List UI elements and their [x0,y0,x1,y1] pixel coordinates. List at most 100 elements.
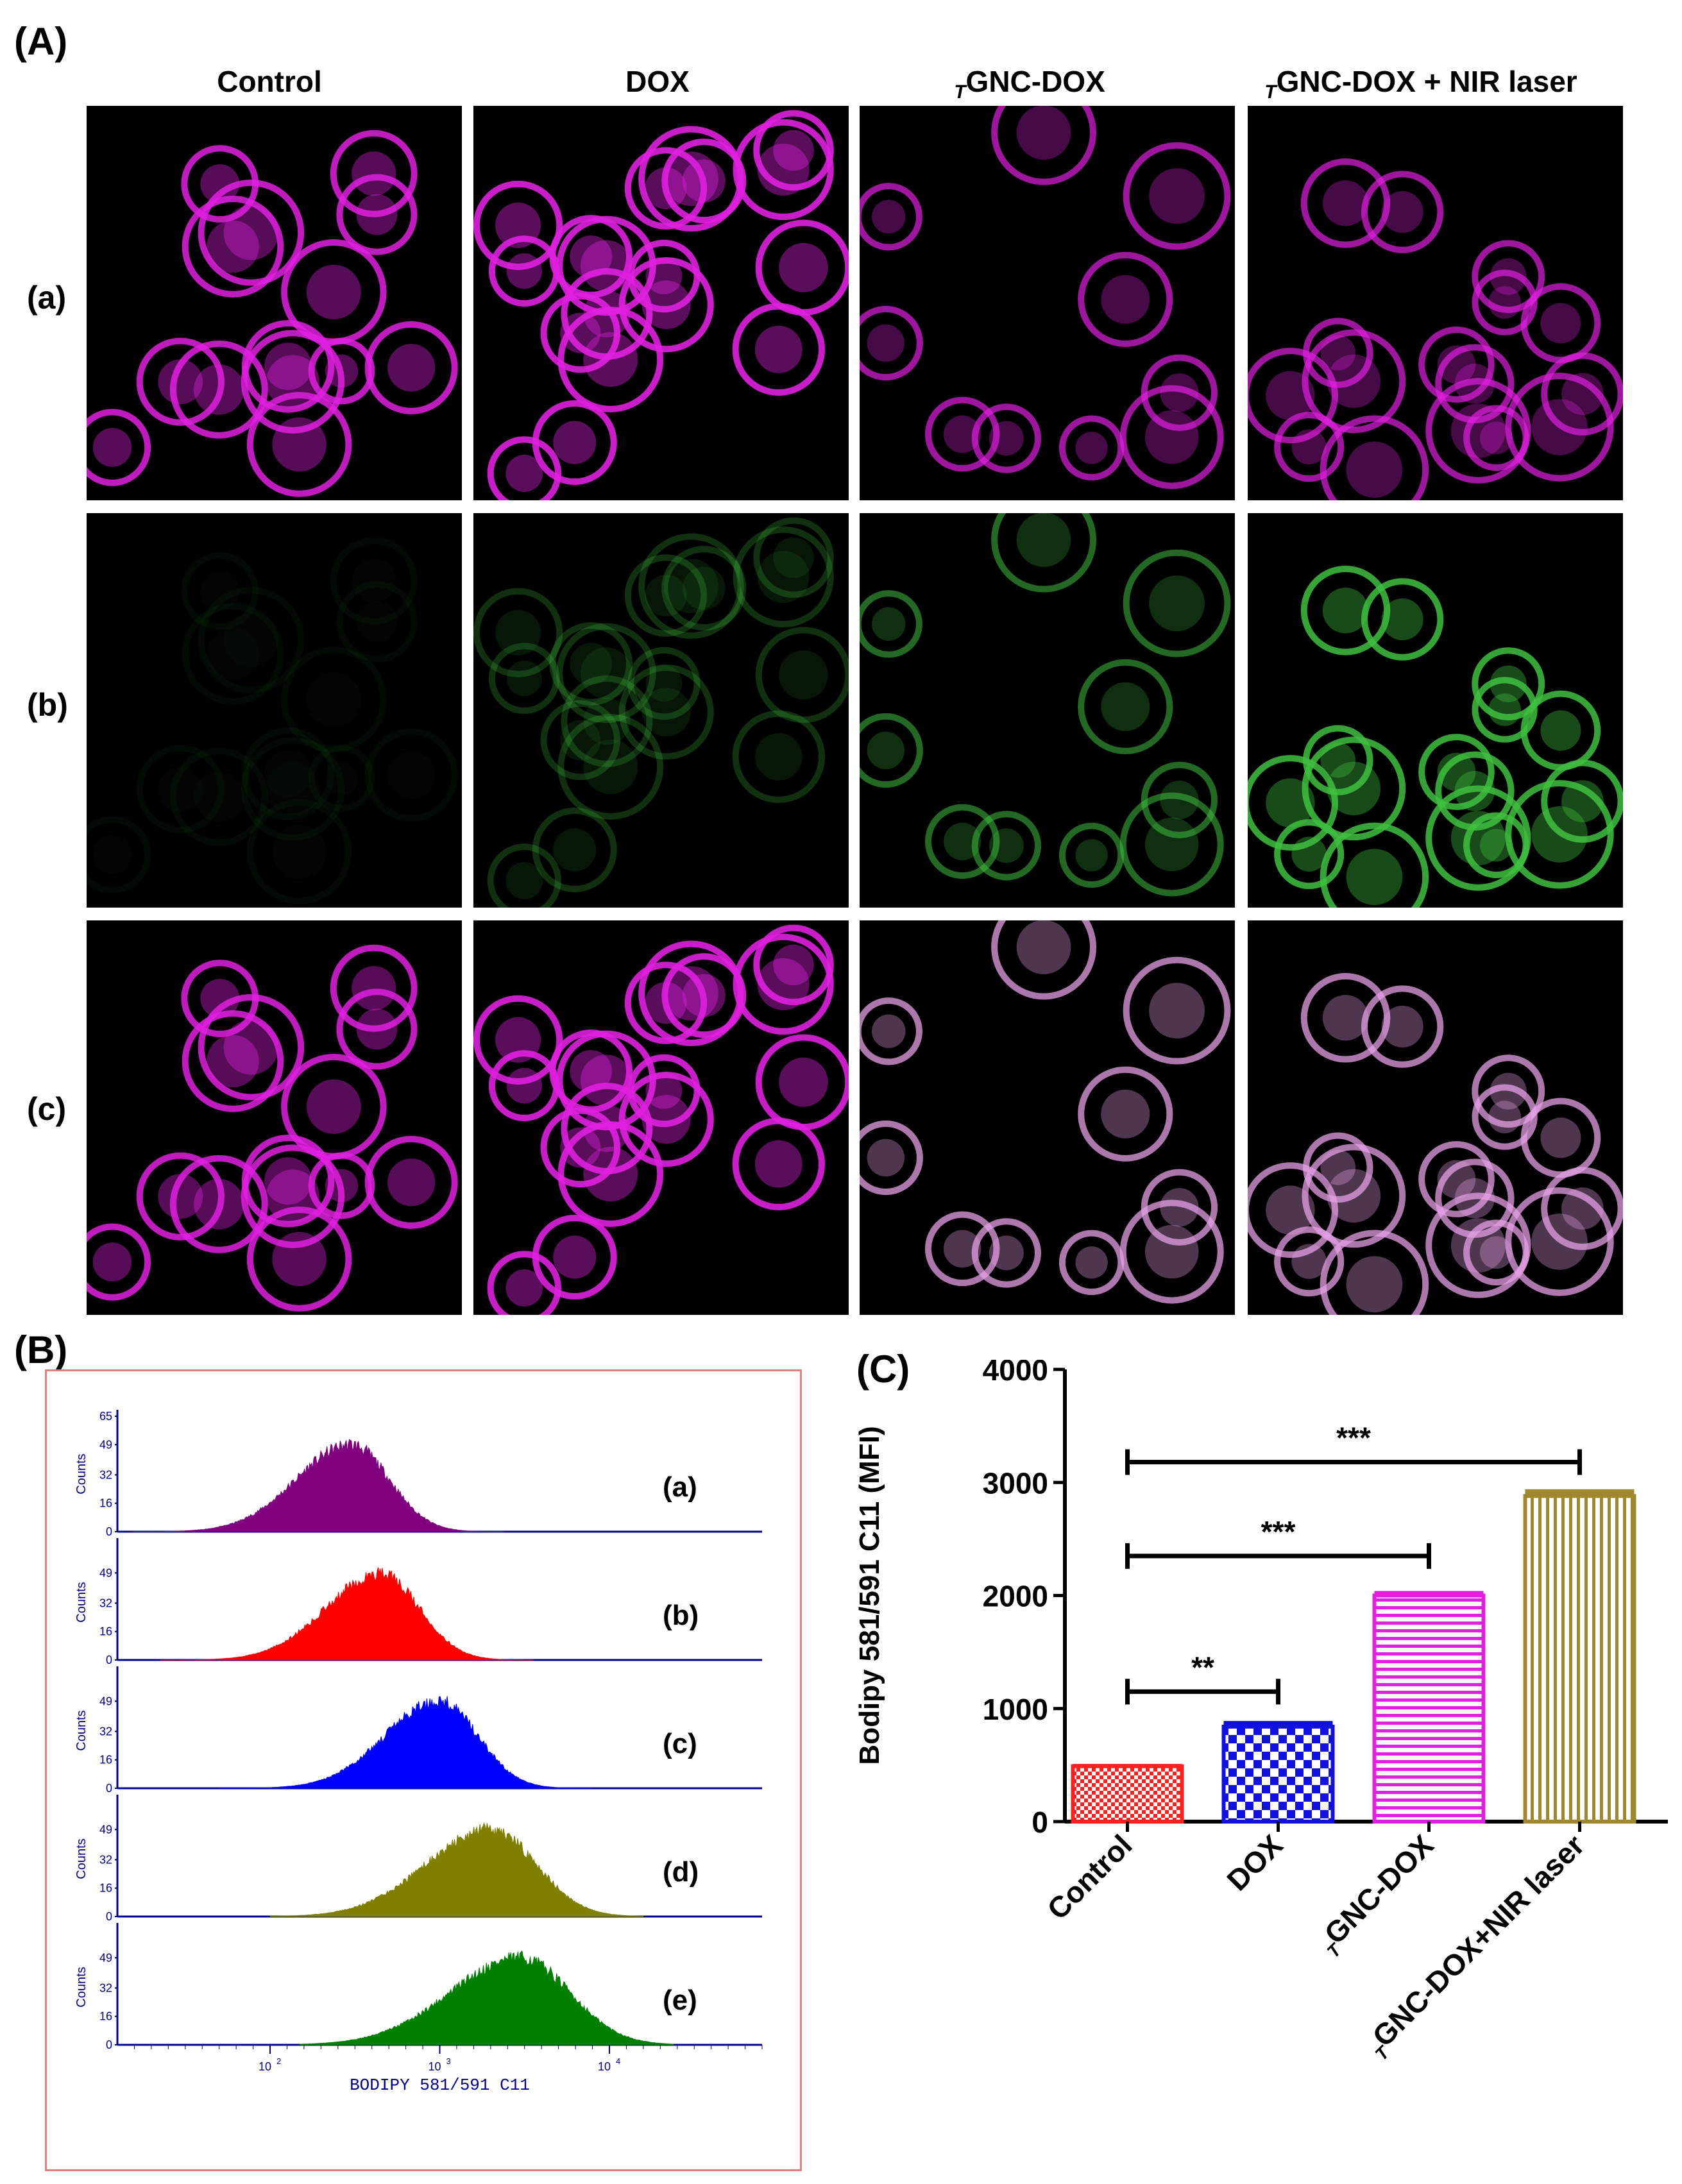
cell-body [1540,710,1581,751]
cell-outline [488,643,560,715]
micrograph-row3-col1 [87,920,462,1315]
cell-body [92,1242,132,1282]
column-header-dox: DOX [625,65,690,98]
cell-outline [281,1054,387,1160]
cell-outline [860,997,922,1065]
cell-body [352,966,396,1011]
cell-body [1149,983,1205,1039]
cell-outline [1520,690,1601,771]
cell-outline [181,552,259,631]
cell-outline [473,588,563,677]
bar-2 [1372,1593,1486,1824]
cell-outline [136,1152,225,1240]
row-label-c: (c) [27,1091,67,1127]
significance-label: *** [1336,1421,1371,1455]
cell-body [505,454,543,492]
error-bar-3 [1525,1489,1635,1496]
cell-body [200,164,240,204]
cell-outline [638,533,744,639]
cell-body [93,835,132,874]
micrograph-row3-col3 [860,920,1235,1315]
cell-body [943,415,981,453]
cell-body [224,613,279,668]
cell-outline [1303,317,1373,388]
micrograph-background [87,920,462,1315]
cell-outline [1058,822,1125,888]
cell-body [1346,1256,1403,1313]
cell-outline [732,710,826,803]
cell-outline [1472,240,1545,314]
cell-outline [733,119,834,221]
cell-outline [87,816,151,893]
cell-body [495,609,541,656]
cell-outline [1361,985,1444,1068]
histogram-y-tick-label: 0 [106,1525,112,1538]
cell-outline [1520,1097,1601,1178]
cell-body [867,1139,905,1177]
cell-outline [1300,566,1391,656]
cell-body [553,1235,597,1279]
histogram-x-tick-exponent: 2 [276,2056,281,2066]
cell-body [1291,836,1327,872]
cell-outline [1320,1230,1429,1315]
cell-outline [198,994,305,1101]
cell-body [553,421,597,464]
histogram-y-tick-label: 32 [99,1853,112,1866]
cell-outline [198,586,305,693]
histogram-x-axis-label: BODIPY 581/591 C11 [350,2076,530,2095]
cell-body [306,264,361,319]
cell-body [200,979,240,1019]
cell-outline [488,235,560,307]
cell-outline [733,933,834,1035]
micrograph-row1-col3 [860,106,1235,500]
histogram-x-tick-label: 10 [428,2060,441,2073]
cell-body [506,1067,542,1104]
cell-body [641,688,691,737]
cell-body [1101,1089,1150,1139]
cell-body [872,199,906,234]
histogram-y-tick-label: 16 [99,1625,112,1638]
micrograph-background [87,106,462,500]
panel-b-label: (B) [14,1328,68,1371]
cell-outline [1078,659,1173,754]
cell-outline [1361,578,1444,661]
histogram-x-tick-label: 10 [259,2060,271,2073]
histogram-y-axis-label: Counts [74,1453,89,1494]
cell-body [1101,275,1150,324]
cell-outline [87,1223,151,1301]
histogram-y-tick-label: 0 [106,1910,112,1923]
histogram-label-d: (d) [663,1856,699,1888]
cell-body [194,1179,244,1230]
cell-body [1149,575,1205,632]
cell-body [266,763,319,816]
cell-outline [924,804,1000,879]
histogram-x-tick-exponent: 3 [446,2056,451,2066]
cell-outline [182,603,284,705]
cell-body [1437,752,1476,791]
cell-outline [1058,1230,1125,1296]
cell-outline [1141,354,1218,431]
cell-outline [532,807,617,892]
micrograph-row1-col1 [87,106,462,500]
histogram-y-axis-label: Counts [74,1967,89,2007]
histogram-y-tick-label: 32 [99,1981,112,1994]
cell-outline [1274,819,1345,890]
panel-a-label: (A) [14,20,68,63]
cell-outline [1248,348,1338,444]
y-tick-label: 4000 [983,1360,1048,1387]
cell-outline [753,110,834,191]
histogram-y-tick-label: 49 [99,1438,112,1451]
cell-body [266,355,320,409]
micrograph-background [473,513,849,908]
histogram-y-tick-label: 16 [99,2010,112,2023]
cell-outline [557,714,664,820]
cell-outline [618,1072,714,1167]
cell-outline [1418,326,1495,403]
cell-outline [281,239,387,345]
cell-outline [198,179,305,286]
cell-outline [755,1034,849,1131]
cell-body [663,559,718,614]
histogram-y-tick-label: 49 [99,1566,112,1579]
cell-body [1346,849,1403,906]
cell-body [506,253,542,289]
